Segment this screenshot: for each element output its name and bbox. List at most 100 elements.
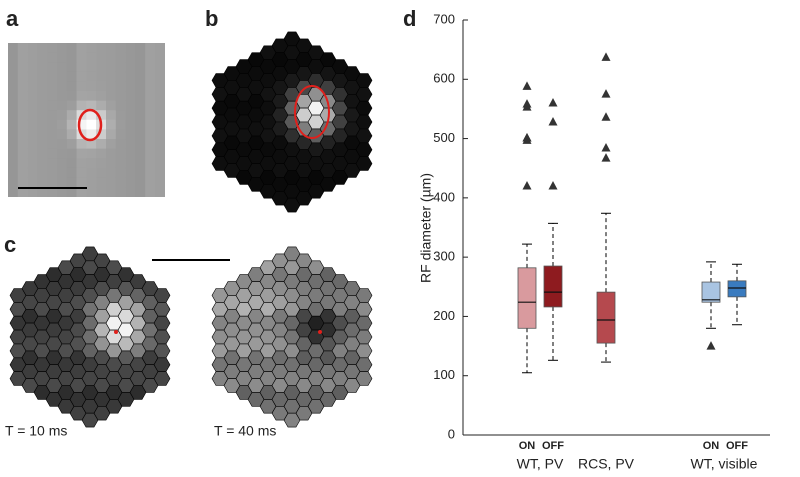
panel-label: a [6, 6, 19, 31]
pixel [155, 148, 165, 159]
pixel [76, 119, 87, 130]
box-label: ON [519, 440, 536, 452]
pixel [155, 167, 165, 178]
pixel [17, 110, 28, 121]
pixel [145, 71, 156, 82]
pixel [27, 158, 38, 169]
rf-center [318, 330, 322, 334]
outlier [522, 181, 532, 190]
pixel [47, 187, 58, 197]
pixel [57, 62, 67, 73]
pixel [125, 148, 136, 159]
pixel [57, 167, 67, 178]
pixel [66, 62, 77, 73]
pixel [115, 148, 126, 159]
pixel [135, 177, 146, 188]
pixel [155, 129, 165, 140]
pixel [17, 100, 28, 111]
outlier [601, 112, 611, 121]
pixel [145, 158, 156, 169]
pixel [115, 91, 126, 101]
pixel [135, 62, 146, 73]
pixel [27, 148, 38, 159]
pixel [145, 110, 156, 121]
pixel [106, 119, 116, 130]
pixel [66, 148, 77, 159]
pixel [57, 91, 67, 101]
pixel [66, 129, 77, 140]
pixel [125, 71, 136, 82]
pixel [57, 177, 67, 188]
box-label: OFF [542, 440, 564, 452]
pixel [17, 52, 28, 63]
pixel [47, 52, 58, 63]
outlier [522, 132, 532, 142]
pixel [115, 71, 126, 82]
pixel [155, 110, 165, 121]
pixel [27, 91, 38, 101]
pixel [155, 52, 165, 63]
pixel [8, 71, 18, 82]
pixel [76, 71, 87, 82]
pixel [66, 139, 77, 149]
box [543, 265, 563, 308]
pixel [155, 187, 165, 197]
pixel [145, 187, 156, 197]
y-tick-label: 600 [433, 71, 455, 86]
pixel [47, 71, 58, 82]
pixel [96, 110, 107, 121]
pixel [106, 177, 116, 188]
pixel [17, 71, 28, 82]
pixel [155, 91, 165, 101]
outlier [522, 81, 532, 90]
y-tick-label: 200 [433, 308, 455, 323]
pixel [76, 158, 87, 169]
pixel [145, 129, 156, 140]
pixel [135, 43, 146, 53]
rf-ellipse [77, 108, 103, 142]
x-category-label: RCS, PV [578, 456, 635, 472]
pixel [115, 187, 126, 197]
pixel [8, 167, 18, 178]
pixel [17, 167, 28, 178]
frame-label: T = 10 ms [5, 423, 67, 439]
outlier [601, 89, 611, 98]
pixel [47, 158, 58, 169]
pixel [86, 71, 97, 82]
pixel [57, 100, 67, 111]
pixel [27, 187, 38, 197]
pixel [96, 43, 107, 53]
pixel [115, 119, 126, 130]
pixel [8, 158, 18, 169]
pixel [47, 177, 58, 188]
pixel [17, 43, 28, 53]
pixel [145, 91, 156, 101]
pixel [37, 167, 48, 178]
y-tick-label: 500 [433, 130, 455, 145]
pixel [86, 43, 97, 53]
pixel [135, 81, 146, 92]
pixel [115, 100, 126, 111]
pixel [8, 52, 18, 63]
pixel [125, 81, 136, 92]
pixel [155, 119, 165, 130]
pixel [8, 139, 18, 149]
pixel [135, 139, 146, 149]
x-category-label: WT, PV [517, 456, 564, 472]
pixel-grid [8, 43, 165, 197]
pixel [125, 119, 136, 130]
pixel [125, 43, 136, 53]
pixel [96, 177, 107, 188]
pixel [86, 52, 97, 63]
pixel [17, 91, 28, 101]
pixel [86, 100, 97, 111]
pixel [37, 43, 48, 53]
pixel [8, 91, 18, 101]
pixel [125, 91, 136, 101]
pixel [135, 100, 146, 111]
pixel [106, 81, 116, 92]
pixel [37, 119, 48, 130]
pixel [37, 62, 48, 73]
pixel [37, 158, 48, 169]
